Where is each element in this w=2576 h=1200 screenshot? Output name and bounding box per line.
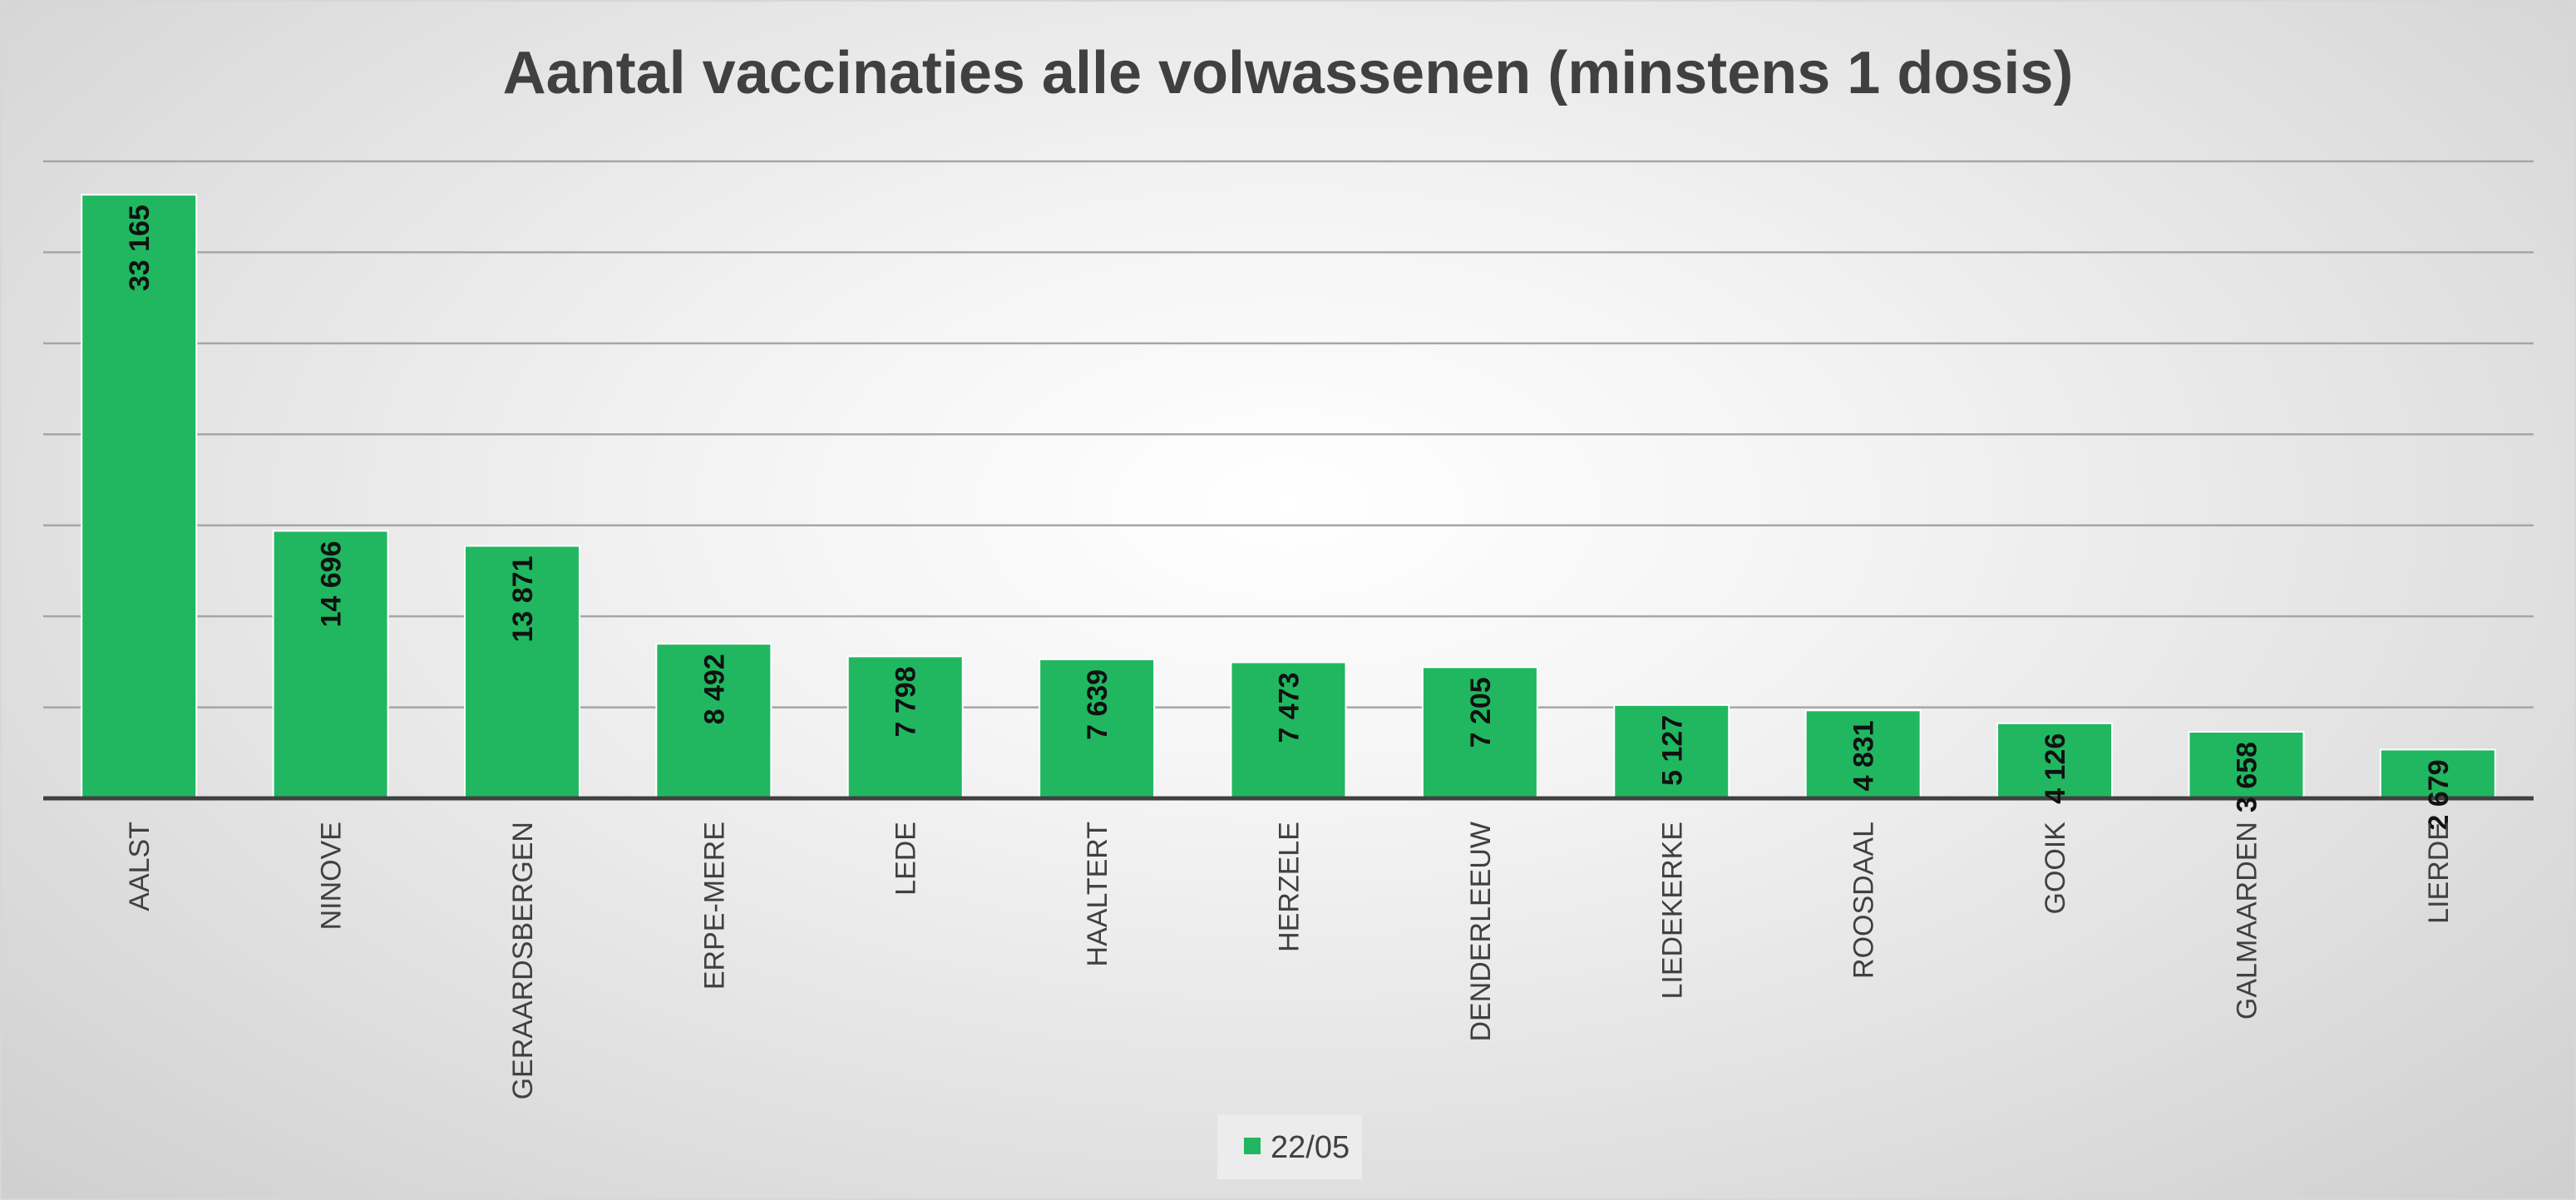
data-label: 5 127 — [1656, 715, 1688, 786]
x-tick-label: ROOSDAAL — [1848, 822, 1880, 979]
bar-haaltert — [1039, 658, 1156, 799]
x-tick-label: HERZELE — [1274, 822, 1305, 952]
data-label: 3 658 — [2231, 742, 2263, 812]
bar-roosdaal — [1804, 709, 1922, 800]
bar-erpe-mere — [655, 643, 772, 799]
legend: 22/05 — [1217, 1114, 1362, 1179]
x-tick-labels: AALST NINOVE GERAARDSBERGEN ERPE-MERE LEDE HA… — [124, 822, 2455, 1100]
x-tick-label: DENDERLEEUW — [1465, 822, 1497, 1041]
data-label: 13 871 — [507, 556, 539, 642]
x-tick-label: LIERDE — [2423, 822, 2455, 924]
bar-lede — [846, 655, 964, 799]
data-labels: 33 165 14 696 13 871 8 492 7 798 7 639 7 473 7 … — [124, 205, 2455, 830]
data-label: 14 696 — [316, 541, 348, 627]
chart-title: Aantal vaccinaties alle volwassenen (min… — [503, 40, 2074, 106]
legend-label: 22/05 — [1271, 1130, 1350, 1165]
x-tick-label: GOOIK — [2040, 822, 2071, 915]
data-label: 8 492 — [698, 654, 730, 724]
data-label: 7 798 — [891, 666, 922, 737]
legend-swatch — [1244, 1138, 1261, 1154]
data-label: 4 831 — [1848, 720, 1880, 791]
x-tick-label: NINOVE — [316, 822, 348, 930]
bar-herzele — [1230, 661, 1347, 799]
x-tick-label: LIEDEKERKE — [1656, 822, 1688, 1000]
x-tick-label: GALMAARDEN — [2231, 822, 2263, 1020]
x-tick-label: LEDE — [891, 822, 922, 896]
data-label: 7 473 — [1274, 672, 1305, 743]
x-tick-label: HAALTERT — [1082, 822, 1113, 966]
bar-denderleeuw — [1421, 666, 1538, 799]
x-tick-label: AALST — [124, 822, 155, 911]
bar-geraardsbergen — [463, 545, 580, 800]
bars — [81, 194, 2496, 800]
gridlines — [43, 160, 2534, 709]
data-label: 2 679 — [2423, 759, 2455, 830]
bar-lierde — [2379, 748, 2496, 799]
bar-galmaarden — [2188, 730, 2305, 800]
data-label: 7 205 — [1465, 677, 1497, 748]
x-tick-label: ERPE-MERE — [698, 822, 730, 990]
data-label: 4 126 — [2040, 733, 2071, 804]
data-label: 7 639 — [1082, 669, 1113, 740]
data-label: 33 165 — [124, 205, 155, 291]
bar-gooik — [1996, 722, 2114, 799]
bar-ninove — [272, 530, 389, 799]
x-tick-label: GERAARDSBERGEN — [507, 822, 539, 1099]
legend-box — [1217, 1114, 1362, 1179]
